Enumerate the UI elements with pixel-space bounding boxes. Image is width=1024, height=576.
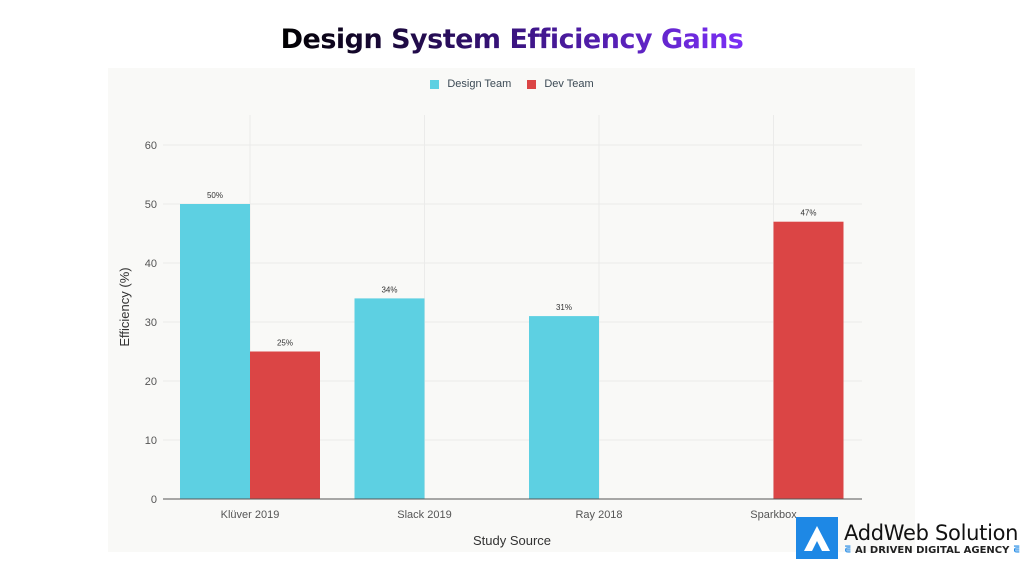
logo-tagline: ⋷ AI DRIVEN DIGITAL AGENCY ⋷ <box>844 544 1021 556</box>
chart-title: Design System Efficiency Gains <box>280 24 744 55</box>
data-label: 25% <box>277 339 293 348</box>
addweb-logo: AddWeb Solution ⋷ AI DRIVEN DIGITAL AGEN… <box>796 517 1020 559</box>
y-tick-label: 40 <box>145 258 157 270</box>
y-axis-title: Efficiency (%) <box>117 267 132 346</box>
bar-design-team <box>180 204 250 499</box>
legend-swatch <box>527 79 537 89</box>
bar-design-team <box>529 316 599 499</box>
y-tick-label: 60 <box>145 140 157 152</box>
legend-label: Design Team <box>447 78 512 90</box>
x-axis-title: Study Source <box>473 533 551 548</box>
legend-label: Dev Team <box>544 78 594 90</box>
x-tick-label: Sparkbox <box>750 509 797 521</box>
y-tick-label: 0 <box>151 494 157 506</box>
legend-item-design-team[interactable]: Design Team <box>430 78 511 90</box>
legend: Design Team Dev Team <box>0 78 1024 90</box>
x-tick-label: Slack 2019 <box>397 509 451 521</box>
bar-design-team <box>354 298 425 499</box>
data-label: 50% <box>207 191 223 200</box>
data-label: 34% <box>381 285 397 294</box>
y-tick-label: 50 <box>145 199 157 211</box>
y-tick-label: 30 <box>145 317 157 329</box>
y-tick-label: 10 <box>145 435 157 447</box>
logo-mark-icon <box>796 517 838 559</box>
legend-item-dev-team[interactable]: Dev Team <box>527 78 594 90</box>
data-label: 31% <box>556 303 572 312</box>
y-tick-label: 20 <box>145 376 157 388</box>
bar-dev-team <box>250 351 320 499</box>
logo-name: AddWeb Solution <box>844 520 1019 545</box>
x-tick-label: Klüver 2019 <box>221 509 280 521</box>
legend-swatch <box>430 79 440 89</box>
bar-dev-team <box>773 221 844 499</box>
x-tick-label: Ray 2018 <box>575 509 622 521</box>
data-label: 47% <box>800 209 816 218</box>
